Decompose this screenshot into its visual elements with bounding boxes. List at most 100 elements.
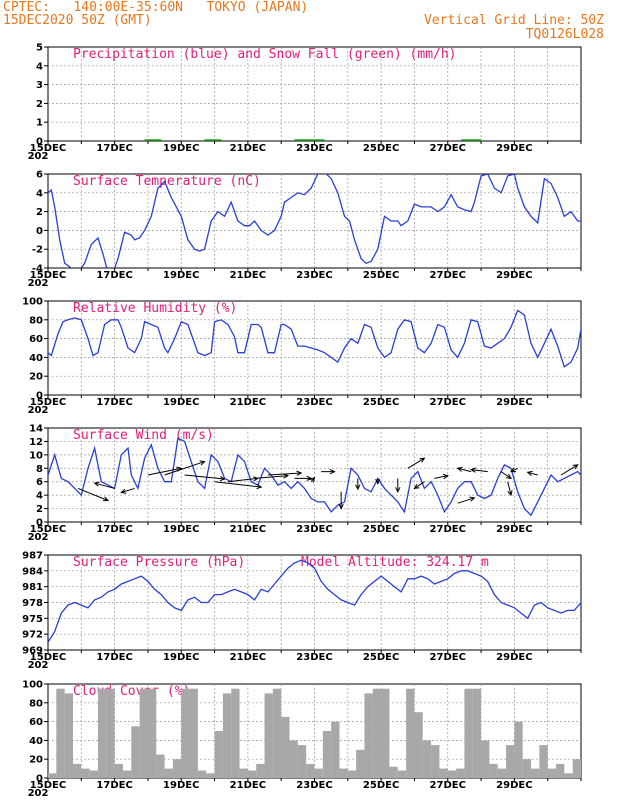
wind-vector-arrowhead (199, 460, 206, 466)
rh-ytick-label: 60 (29, 334, 43, 345)
cloud-cover-bar (322, 731, 332, 778)
precip-ytick-label: 4 (36, 61, 43, 72)
wind-ytick-label: 2 (36, 504, 43, 515)
temp-ytick-label: -2 (32, 245, 43, 256)
temp-xtick-label: 23DEC (296, 270, 332, 281)
cloud-cover-bar (422, 740, 432, 778)
cloud-cover-bar (72, 763, 82, 778)
cloud-cover-bar (247, 770, 257, 778)
rh-xtick-label: 27DEC (430, 397, 466, 408)
cloud-cover-bar (64, 693, 73, 778)
rh-series-line (48, 309, 581, 368)
cloud-cover-bar (456, 768, 465, 778)
cloud-cover-bar (497, 768, 507, 778)
cloud-year-label: 202 (28, 788, 49, 799)
cloud-cover-bar (364, 693, 373, 778)
pressure-year-label: 202 (28, 660, 49, 671)
rh-ytick-label: 0 (36, 391, 43, 402)
cloud-cover-bar (281, 716, 290, 778)
pressure-xtick-label: 29DEC (496, 652, 532, 663)
wind-ytick-label: 4 (36, 491, 43, 502)
cloud-cover-bar (289, 740, 298, 778)
cloud-xtick-label: 29DEC (496, 780, 532, 791)
cloud-cover-bar (214, 731, 223, 778)
cloud-cover-bar (181, 688, 190, 778)
temp-xtick-label: 27DEC (430, 270, 466, 281)
cloud-cover-bar (189, 688, 198, 778)
precip-xtick-label: 23DEC (296, 143, 332, 154)
wind-year-label: 202 (28, 532, 49, 543)
cloud-ytick-label: 20 (29, 755, 43, 766)
cloud-cover-bar (539, 745, 548, 778)
rh-year-label: 202 (28, 405, 49, 416)
rh-ytick-label: 100 (22, 297, 43, 308)
cloud-cover-bar (572, 759, 581, 778)
cloud-cover-bar (356, 749, 365, 778)
wind-vector-arrow (214, 481, 262, 488)
wind-vector-arrow (510, 467, 518, 473)
pressure-xtick-label: 25DEC (363, 652, 399, 663)
cloud-cover-bar (97, 688, 107, 778)
wind-vector-arrowhead (120, 488, 127, 494)
cloud-cover-bar (347, 770, 357, 778)
wind-vector-arrowhead (102, 496, 110, 502)
rh-xtick-label: 19DEC (163, 397, 199, 408)
wind-vector-arrowhead (572, 464, 579, 470)
wind-vector-arrowhead (296, 470, 303, 476)
precip-title: Precipitation (blue) and Snow Fall (gree… (73, 47, 457, 62)
cloud-cover-bar (522, 759, 532, 778)
cloud-cover-bar (89, 770, 98, 778)
cloud-xtick-label: 21DEC (230, 780, 266, 791)
wind-vector-arrow (267, 472, 302, 476)
precip-xtick-label: 25DEC (363, 143, 399, 154)
wind-xtick-label: 19DEC (163, 524, 199, 535)
temp-title: Surface Temperature (nC) (73, 174, 261, 189)
wind-vector-arrowhead (469, 496, 476, 502)
rh-title: Relative Humidity (%) (73, 301, 237, 316)
pressure-xtick-label: 21DEC (230, 652, 266, 663)
wind-vector-arrowhead (395, 487, 401, 493)
wind-vector-arrow (457, 467, 472, 473)
wind-vector-arrow (227, 477, 258, 483)
pressure-series-line (48, 559, 581, 643)
temp-year-label: 202 (28, 278, 49, 289)
wind-vector-arrowhead (526, 470, 533, 476)
cloud-xtick-label: 15DEC (30, 780, 66, 791)
wind-vector-arrowhead (442, 473, 449, 480)
cloud-cover-bar (331, 721, 340, 778)
wind-vector-arrow (121, 487, 135, 493)
cloud-cover-bar (264, 693, 273, 778)
temp-xtick-label: 15DEC (30, 270, 66, 281)
wind-vector-arrow (434, 475, 448, 479)
wind-vector-arrow (407, 457, 425, 469)
precip-xtick-label: 19DEC (163, 143, 199, 154)
cloud-cover-bar (547, 768, 557, 778)
cloud-cover-bar (197, 770, 207, 778)
cloud-cover-bar (56, 688, 65, 778)
pressure-xtick-label: 17DEC (96, 652, 132, 663)
wind-vector-arrow (457, 497, 475, 504)
wind-vector-arrowhead (456, 466, 463, 472)
temp-frame (47, 173, 582, 269)
cloud-cover-bar (272, 688, 282, 778)
cloud-cover-bar (306, 763, 315, 778)
cloud-cover-bar (556, 763, 565, 778)
cloud-cover-bar (206, 773, 215, 778)
wind-ytick-label: 8 (36, 464, 43, 475)
temp-series-line (48, 174, 581, 268)
rh-xtick-label: 25DEC (363, 397, 399, 408)
pressure-annotation: Model Altitude: 324.17 m (301, 555, 489, 570)
pressure-ytick-label: 984 (22, 566, 43, 577)
wind-vector-arrowhead (309, 476, 316, 483)
wind-vector-arrowhead (413, 483, 420, 490)
wind-xtick-label: 23DEC (296, 524, 332, 535)
wind-vector-arrowhead (219, 475, 226, 482)
wind-ytick-label: 6 (36, 477, 43, 488)
header-line2-right: TQ0126L028 (525, 27, 604, 42)
cloud-ytick-label: 0 (36, 774, 43, 785)
pressure-ytick-label: 975 (22, 614, 43, 625)
cloud-xtick-label: 19DEC (163, 780, 199, 791)
precip-ytick-label: 3 (36, 80, 43, 91)
wind-vector-arrowhead (419, 457, 426, 463)
precip-frame (47, 46, 582, 142)
